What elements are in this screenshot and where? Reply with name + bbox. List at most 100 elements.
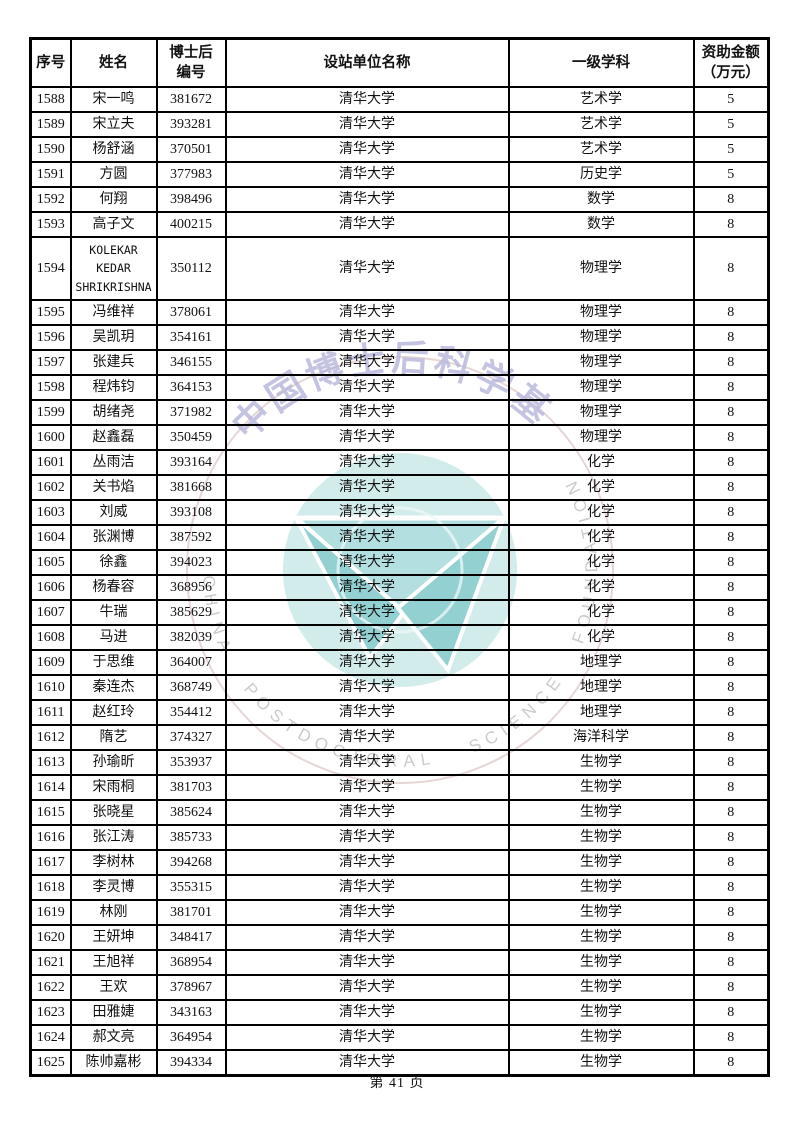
table-row: 1606 杨春容 368956 清华大学 化学 8 xyxy=(29,574,770,602)
cell-serial: 1597 xyxy=(29,349,72,377)
cell-postdoc-id: 385629 xyxy=(155,599,227,627)
table-row: 1609 于思维 364007 清华大学 地理学 8 xyxy=(29,649,770,677)
cell-name: 何翔 xyxy=(69,186,158,213)
cell-name: 王欢 xyxy=(69,974,158,1002)
cell-postdoc-id: 377983 xyxy=(155,161,227,188)
cell-amount: 8 xyxy=(692,399,770,427)
cell-serial: 1603 xyxy=(29,499,72,527)
cell-institution: 清华大学 xyxy=(224,349,510,377)
cell-amount: 8 xyxy=(692,299,770,327)
table-row: 1624 郝文亮 364954 清华大学 生物学 8 xyxy=(29,1024,770,1052)
cell-serial: 1593 xyxy=(29,211,72,238)
cell-amount: 8 xyxy=(692,974,770,1002)
table-row: 1623 田雅婕 343163 清华大学 生物学 8 xyxy=(29,999,770,1027)
cell-serial: 1617 xyxy=(29,849,72,877)
cell-institution: 清华大学 xyxy=(224,899,510,927)
cell-postdoc-id: 364153 xyxy=(155,374,227,402)
cell-postdoc-id: 393164 xyxy=(155,449,227,477)
cell-name: 孙瑜昕 xyxy=(69,749,158,777)
funding-table-body: 1588 宋一鸣 381672 清华大学 艺术学 5 1589 宋立夫 393281 清华大学 艺术… xyxy=(29,86,770,1077)
cell-amount: 8 xyxy=(692,849,770,877)
cell-name: 杨舒涵 xyxy=(69,136,158,163)
cell-discipline: 艺术学 xyxy=(507,111,695,138)
cell-amount: 8 xyxy=(692,824,770,852)
cell-serial: 1623 xyxy=(29,999,72,1027)
table-row: 1611 赵红玲 354412 清华大学 地理学 8 xyxy=(29,699,770,727)
cell-name: 高子文 xyxy=(69,211,158,238)
cell-discipline: 化学 xyxy=(507,599,695,627)
cell-name: 方圆 xyxy=(69,161,158,188)
cell-name: 杨春容 xyxy=(69,574,158,602)
cell-name: 王妍坤 xyxy=(69,924,158,952)
cell-postdoc-id: 381668 xyxy=(155,474,227,502)
cell-name: 马进 xyxy=(69,624,158,652)
cell-postdoc-id: 354161 xyxy=(155,324,227,352)
cell-amount: 8 xyxy=(692,186,770,213)
cell-serial: 1614 xyxy=(29,774,72,802)
header-name: 姓名 xyxy=(69,37,158,88)
cell-postdoc-id: 400215 xyxy=(155,211,227,238)
cell-name: 张晓星 xyxy=(69,799,158,827)
cell-serial: 1598 xyxy=(29,374,72,402)
cell-serial: 1605 xyxy=(29,549,72,577)
cell-serial: 1606 xyxy=(29,574,72,602)
cell-discipline: 艺术学 xyxy=(507,86,695,113)
cell-postdoc-id: 378967 xyxy=(155,974,227,1002)
cell-name: 郝文亮 xyxy=(69,1024,158,1052)
cell-postdoc-id: 394334 xyxy=(155,1049,227,1077)
cell-institution: 清华大学 xyxy=(224,299,510,327)
cell-amount: 8 xyxy=(692,874,770,902)
cell-name: 宋立夫 xyxy=(69,111,158,138)
table-row: 1607 牛瑞 385629 清华大学 化学 8 xyxy=(29,599,770,627)
cell-postdoc-id: 364954 xyxy=(155,1024,227,1052)
cell-name: 于思维 xyxy=(69,649,158,677)
cell-institution: 清华大学 xyxy=(224,474,510,502)
cell-postdoc-id: 387592 xyxy=(155,524,227,552)
cell-discipline: 生物学 xyxy=(507,924,695,952)
cell-postdoc-id: 368956 xyxy=(155,574,227,602)
cell-postdoc-id: 364007 xyxy=(155,649,227,677)
cell-name: 徐鑫 xyxy=(69,549,158,577)
cell-institution: 清华大学 xyxy=(224,574,510,602)
cell-amount: 8 xyxy=(692,474,770,502)
cell-institution: 清华大学 xyxy=(224,649,510,677)
cell-name: 冯维祥 xyxy=(69,299,158,327)
table-row: 1604 张渊博 387592 清华大学 化学 8 xyxy=(29,524,770,552)
cell-discipline: 地理学 xyxy=(507,674,695,702)
cell-serial: 1590 xyxy=(29,136,72,163)
cell-serial: 1600 xyxy=(29,424,72,452)
cell-amount: 8 xyxy=(692,924,770,952)
cell-serial: 1589 xyxy=(29,111,72,138)
table-row: 1615 张晓星 385624 清华大学 生物学 8 xyxy=(29,799,770,827)
cell-discipline: 生物学 xyxy=(507,874,695,902)
cell-discipline: 地理学 xyxy=(507,649,695,677)
cell-serial: 1591 xyxy=(29,161,72,188)
cell-postdoc-id: 394268 xyxy=(155,849,227,877)
cell-amount: 8 xyxy=(692,624,770,652)
cell-serial: 1604 xyxy=(29,524,72,552)
cell-amount: 8 xyxy=(692,349,770,377)
cell-postdoc-id: 381672 xyxy=(155,86,227,113)
cell-postdoc-id: 355315 xyxy=(155,874,227,902)
cell-discipline: 生物学 xyxy=(507,749,695,777)
cell-institution: 清华大学 xyxy=(224,849,510,877)
header-discipline: 一级学科 xyxy=(507,37,695,88)
table-row: 1593 高子文 400215 清华大学 数学 8 xyxy=(29,211,770,238)
cell-institution: 清华大学 xyxy=(224,724,510,752)
cell-discipline: 化学 xyxy=(507,624,695,652)
cell-discipline: 化学 xyxy=(507,574,695,602)
cell-amount: 8 xyxy=(692,424,770,452)
table-row: 1620 王妍坤 348417 清华大学 生物学 8 xyxy=(29,924,770,952)
cell-institution: 清华大学 xyxy=(224,699,510,727)
cell-postdoc-id: 348417 xyxy=(155,924,227,952)
cell-discipline: 地理学 xyxy=(507,699,695,727)
cell-postdoc-id: 368954 xyxy=(155,949,227,977)
cell-postdoc-id: 385624 xyxy=(155,799,227,827)
cell-institution: 清华大学 xyxy=(224,186,510,213)
cell-amount: 8 xyxy=(692,1024,770,1052)
cell-postdoc-id: 381701 xyxy=(155,899,227,927)
table-row: 1602 关书焰 381668 清华大学 化学 8 xyxy=(29,474,770,502)
cell-amount: 8 xyxy=(692,999,770,1027)
cell-discipline: 物理学 xyxy=(507,374,695,402)
cell-discipline: 生物学 xyxy=(507,949,695,977)
